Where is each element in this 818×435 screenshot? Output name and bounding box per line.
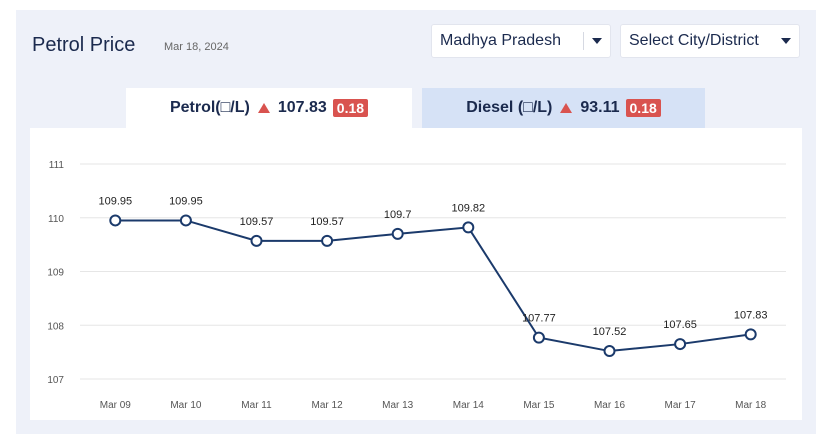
x-tick-label: Mar 09 [100,400,132,411]
y-tick-label: 111 [49,160,65,171]
chart-area: 107 108 109 110 111 Mar 09 Mar 10 Mar 11 Mar 12 M… [30,128,802,420]
data-point [109,214,122,227]
state-select-value: Madhya Pradesh [440,32,561,49]
x-tick-label: Mar 15 [523,400,555,411]
city-select-value: Select City/District [629,32,759,49]
data-point [179,214,192,227]
x-tick-label: Mar 17 [665,400,697,411]
series-line [115,219,751,353]
tab-petrol-price: 107.83 [277,99,327,116]
x-tick-label: Mar 13 [382,400,414,411]
x-tick-label: Mar 14 [453,400,485,411]
data-point [462,221,475,234]
data-point [391,227,404,240]
data-label: 109.95 [98,195,132,207]
data-point [321,234,334,247]
data-label: 107.83 [734,309,768,321]
y-tick-label: 109 [47,268,64,279]
chevron-down-icon[interactable] [584,38,610,44]
x-tick-label: Mar 16 [594,400,626,411]
data-label: 109.95 [169,195,203,207]
data-point [250,234,263,247]
state-select[interactable]: Madhya Pradesh [431,24,611,58]
x-tick-label: Mar 10 [170,400,202,411]
data-point [744,328,757,341]
y-tick-label: 107 [47,375,64,386]
data-point [603,345,616,358]
select-divider [583,32,584,50]
y-tick-label: 108 [47,321,64,332]
tab-diesel-label: Diesel (□/L) [466,99,553,116]
up-arrow-icon [560,103,573,113]
data-label: 109.57 [310,216,344,228]
data-label: 109.57 [240,216,274,228]
price-panel: Petrol Price Mar 18, 2024 Madhya Pradesh… [16,10,816,434]
x-tick-label: Mar 18 [735,400,767,411]
tab-petrol-change-badge: 0.18 [332,99,369,117]
price-date: Mar 18, 2024 [164,41,229,53]
data-point [674,338,687,351]
up-arrow-icon [257,103,270,113]
tab-petrol[interactable]: Petrol(□/L) 107.83 0.18 [126,88,412,128]
tab-diesel-change-badge: 0.18 [625,99,661,117]
data-label: 109.7 [384,209,412,221]
x-tick-label: Mar 11 [241,400,272,411]
data-label: 107.65 [663,319,697,331]
chevron-down-icon[interactable] [773,38,799,44]
data-label: 107.77 [522,313,556,325]
tab-diesel[interactable]: Diesel (□/L) 93.11 0.18 [422,88,705,128]
page-title: Petrol Price [32,34,136,56]
price-line-chart: 107 108 109 110 111 Mar 09 Mar 10 Mar 11 Mar 12 M… [47,160,786,411]
x-tick-label: Mar 12 [312,400,344,411]
data-label: 107.52 [593,326,627,338]
data-point [532,331,545,344]
y-tick-label: 110 [48,214,64,225]
tab-petrol-label: Petrol(□/L) [169,99,250,116]
city-select[interactable]: Select City/District [620,24,800,58]
tab-diesel-price: 93.11 [580,99,620,116]
data-label: 109.82 [451,202,485,214]
